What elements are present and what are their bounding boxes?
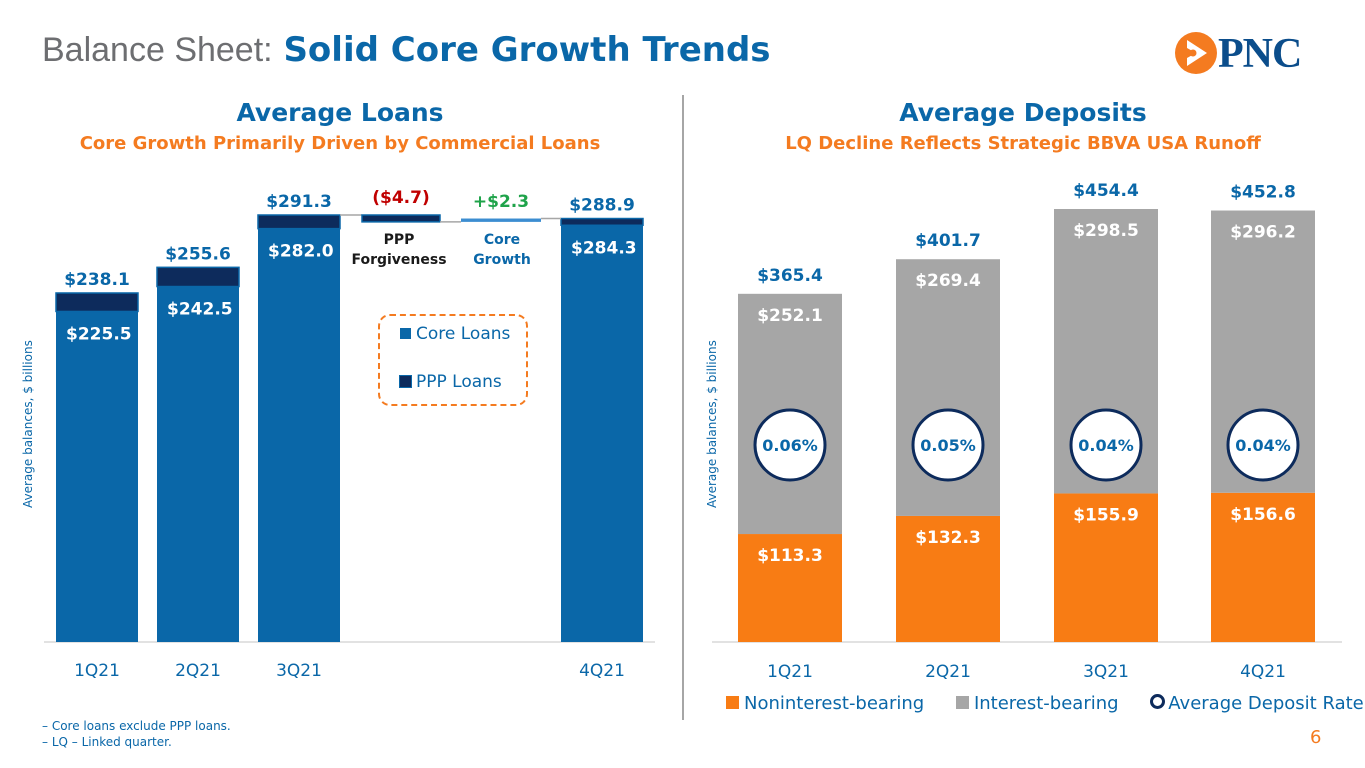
total-label-4Q21: $452.8 [1230,183,1296,203]
core-label-2Q21: $242.5 [167,300,233,320]
core-label-3Q21: $282.0 [268,242,334,262]
deposit-rate-ring-icon [1150,694,1166,709]
core-growth-value: +$2.3 [473,192,529,212]
noninterest-label-3Q21: $155.9 [1073,505,1139,525]
x-tick-4Q21: 4Q21 [579,661,625,681]
deposits-chart: $113.3 $252.1 $365.4 0.06% 1Q21 $132.3 $269.4 $… [712,181,1342,682]
ppp-forgiveness-value: ($4.7) [372,188,429,208]
pnc-mark-icon [1175,32,1217,74]
ppp-loans-bar-4Q21 [560,217,644,227]
ppp-loans-bar-2Q21 [156,266,240,288]
core-label-1Q21: $225.5 [66,324,132,344]
footnote-2: – LQ – Linked quarter. [42,735,172,749]
deposit-rate-ring-2Q21 [911,408,985,482]
noninterest-label-4Q21: $156.6 [1230,505,1296,525]
legend-noninterest-label: Noninterest-bearing [744,693,925,714]
core-growth-label-2: Growth [473,252,531,268]
x-tick-3Q21: 3Q21 [276,661,322,681]
total-label-1Q21: $365.4 [757,266,823,286]
pnc-logo: PNC [1174,30,1334,80]
noninterest-bar-4Q21 [1211,492,1315,642]
noninterest-swatch [726,696,739,709]
interest-label-3Q21: $298.5 [1073,221,1139,241]
x-tick-1Q21: 1Q21 [767,662,813,682]
interest-label-1Q21: $252.1 [757,306,823,326]
noninterest-bar-1Q21 [738,534,842,642]
deposits-legend: Noninterest-bearing Interest-bearing Ave… [726,693,1364,714]
deposit-rate-ring-3Q21 [1069,408,1143,482]
total-label-3Q21: $291.3 [266,192,332,212]
core-growth-bar [461,218,541,222]
legend-ppp-loans-label: PPP Loans [416,372,502,392]
panel-divider [682,95,684,720]
deposits-subtitle: LQ Decline Reflects Strategic BBVA USA R… [785,133,1261,154]
legend-rate-label: Average Deposit Rate [1168,693,1364,714]
page-number: 6 [1310,727,1322,748]
total-label-2Q21: $401.7 [915,231,981,251]
interest-label-4Q21: $296.2 [1230,223,1296,243]
footnote-1: – Core loans exclude PPP loans. [42,719,231,733]
total-label-2Q21: $255.6 [165,244,231,264]
core-label-4Q21: $284.3 [571,238,637,258]
legend-core-loans: Core Loans [400,324,510,344]
core-loans-bar-4Q21 [561,225,643,642]
loans-legend: Core Loans PPP Loans [378,314,528,406]
noninterest-bar-3Q21 [1054,493,1158,642]
deposit-rate-2Q21: 0.05% [920,436,976,455]
ppp-forgiveness-bar [361,214,441,223]
loans-title: Average Loans [236,98,444,127]
ppp-loans-swatch [399,375,412,388]
total-label-4Q21: $288.9 [569,196,635,216]
interest-swatch [955,696,969,709]
noninterest-label-2Q21: $132.3 [915,528,981,548]
title-main: Solid Core Growth Trends [283,30,771,70]
x-tick-2Q21: 2Q21 [925,662,971,682]
total-label-1Q21: $238.1 [64,270,130,290]
logo-wordmark: PNC [1218,31,1302,77]
legend-ppp-loans: PPP Loans [399,372,502,392]
total-label-3Q21: $454.4 [1073,181,1139,201]
core-loans-bar-1Q21 [56,311,138,642]
deposit-rate-3Q21: 0.04% [1078,436,1134,455]
x-tick-2Q21: 2Q21 [175,661,221,681]
deposits-title: Average Deposits [899,98,1147,127]
noninterest-label-1Q21: $113.3 [757,546,823,566]
noninterest-bar-2Q21 [896,515,1000,642]
legend-interest-label: Interest-bearing [973,693,1119,714]
legend-core-loans-label: Core Loans [416,324,511,344]
loans-subtitle: Core Growth Primarily Driven by Commerci… [79,133,601,154]
page-title: Balance Sheet: Solid Core Growth Trends [42,30,771,70]
ppp-forgiveness-label-2: Forgiveness [351,252,446,268]
x-tick-1Q21: 1Q21 [74,661,120,681]
deposit-rate-ring-1Q21 [753,408,827,482]
deposit-rate-1Q21: 0.06% [762,436,818,455]
core-growth-label-1: Core [484,232,520,248]
x-tick-3Q21: 3Q21 [1083,662,1129,682]
deposit-rate-4Q21: 0.04% [1235,436,1291,455]
ppp-forgiveness-label-1: PPP [384,232,415,248]
interest-label-2Q21: $269.4 [915,271,981,291]
ppp-loans-bar-1Q21 [55,292,139,313]
core-loans-bar-3Q21 [258,228,340,643]
title-prefix: Balance Sheet: [42,31,273,69]
ppp-loans-bar-3Q21 [257,214,341,230]
core-loans-swatch [400,328,411,339]
deposit-rate-ring-4Q21 [1226,408,1300,482]
loans-chart: $225.5 $238.1 1Q21 $242.5 $255.6 2Q21 $282.0 $2… [44,188,655,681]
core-loans-bar-2Q21 [157,286,239,642]
x-tick-4Q21: 4Q21 [1240,662,1286,682]
